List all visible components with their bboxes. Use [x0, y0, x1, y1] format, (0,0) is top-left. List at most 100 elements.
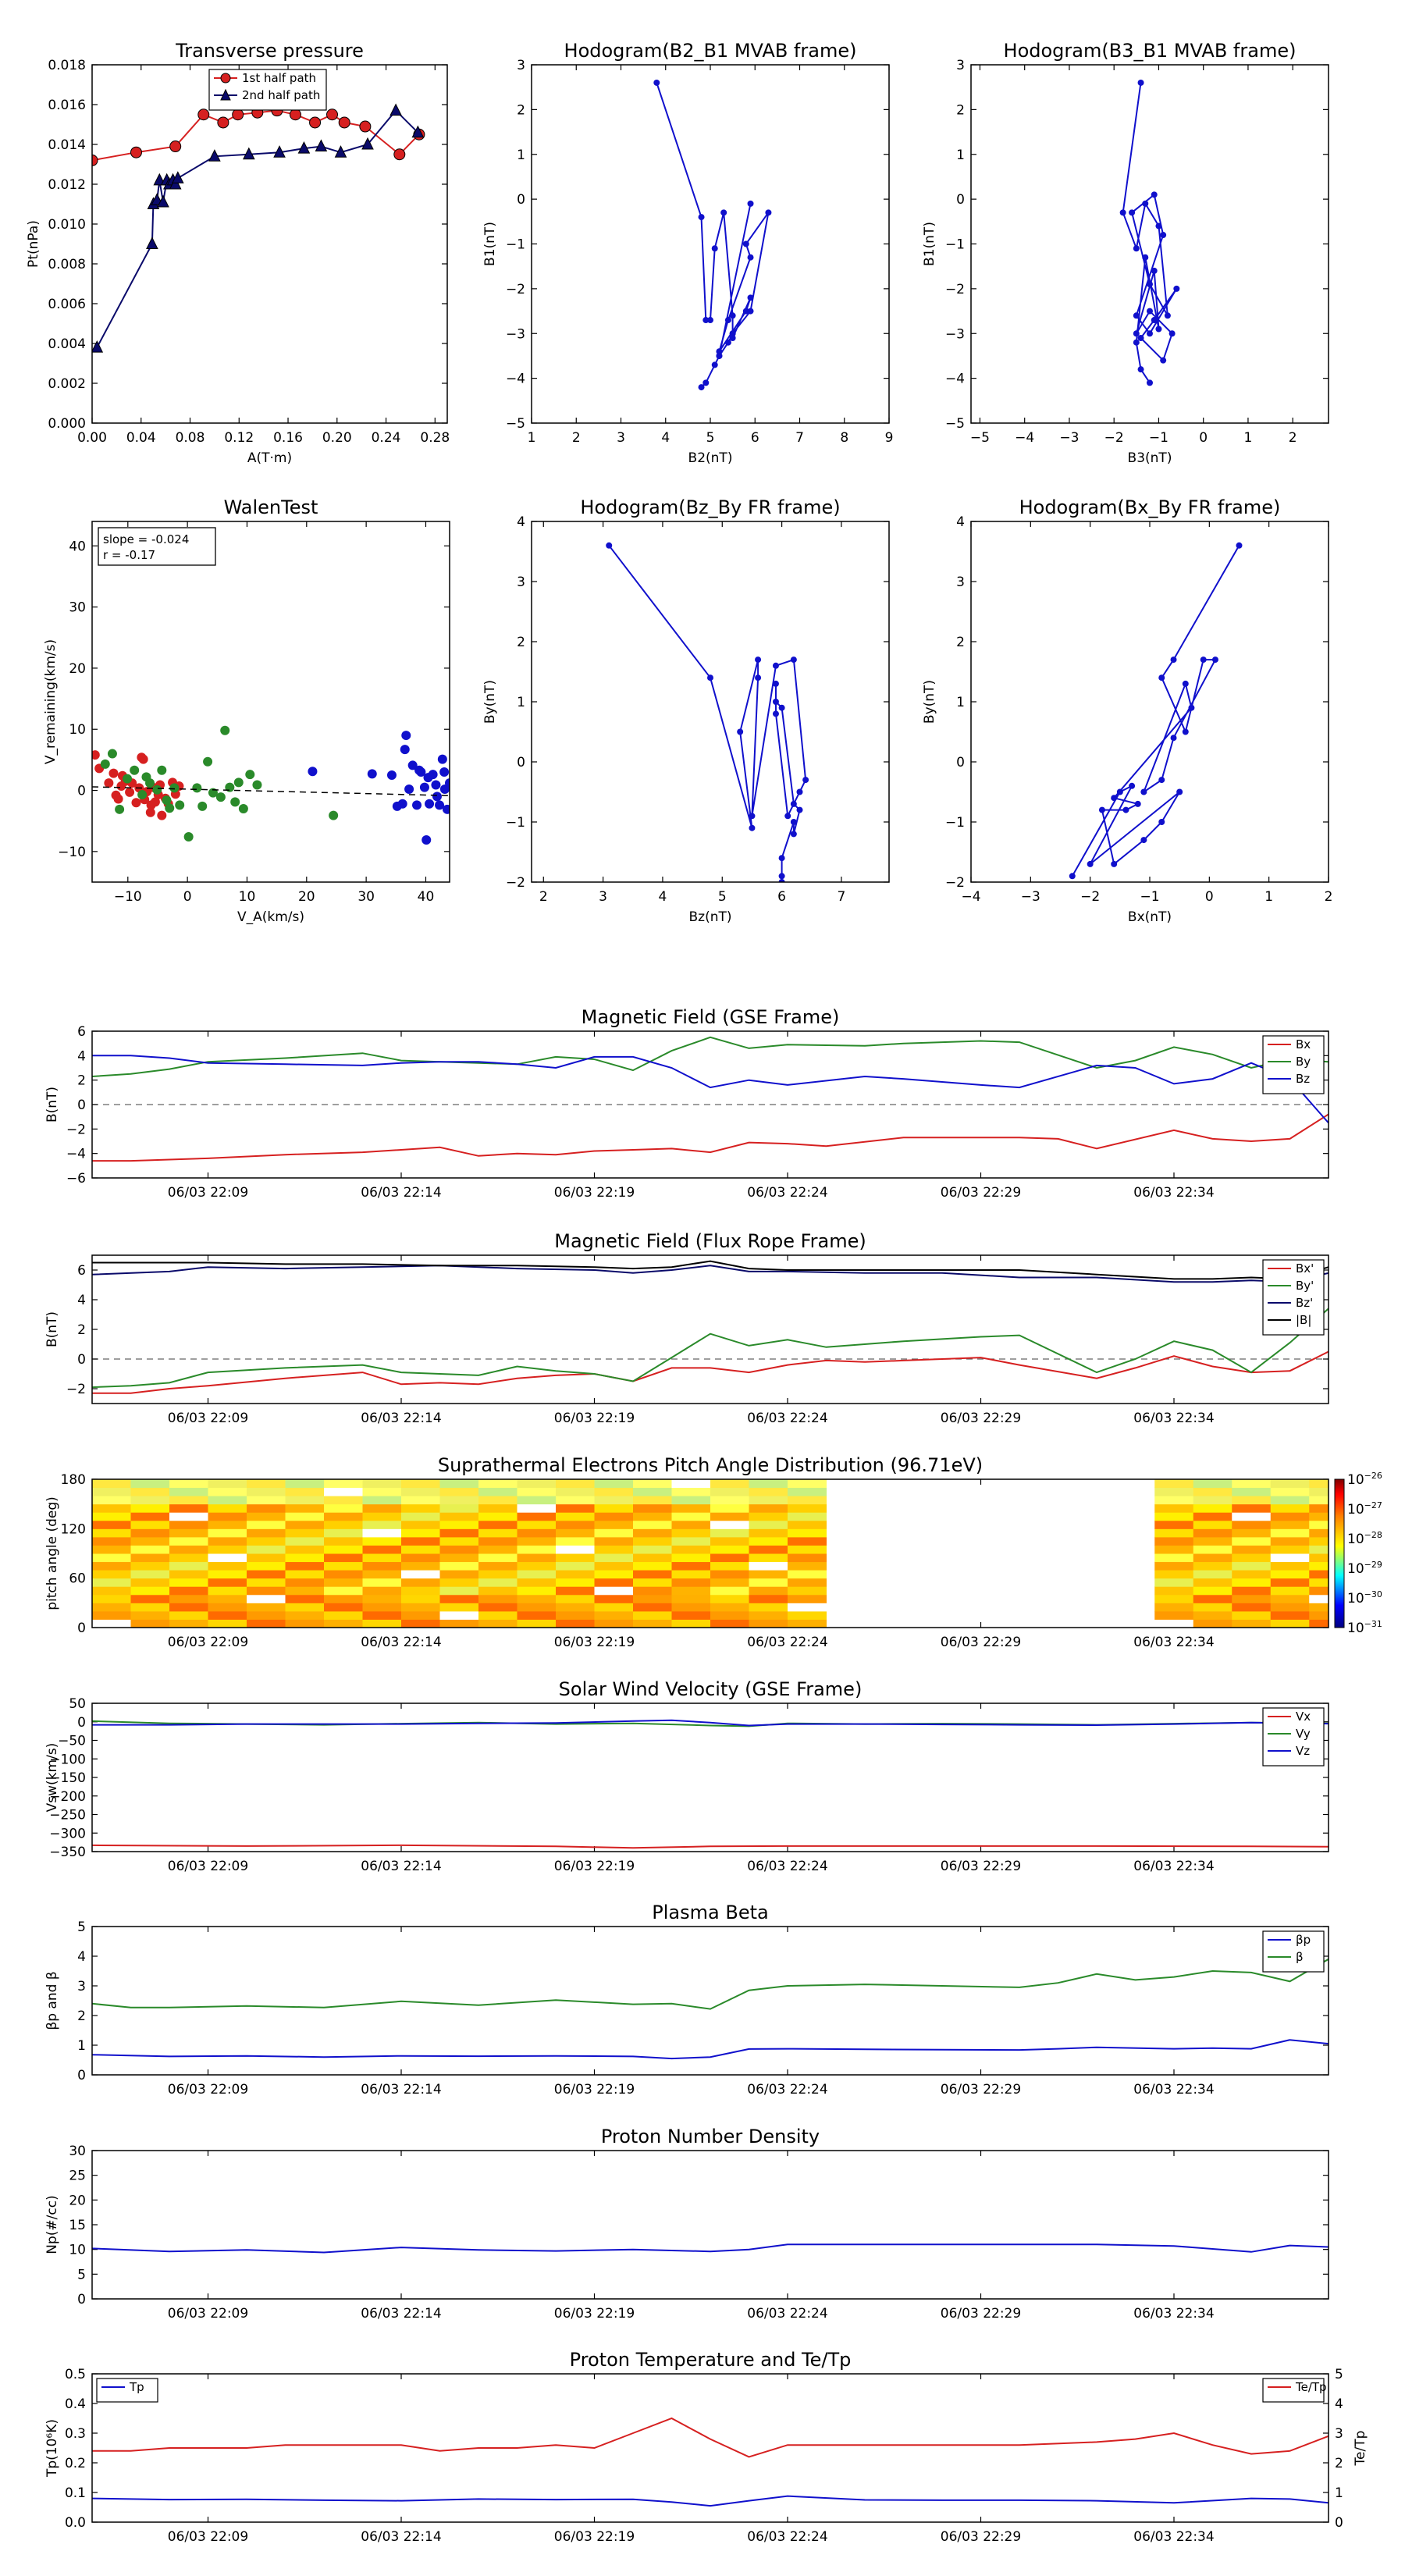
- x-tick-label: 1: [1244, 430, 1253, 446]
- data-point: [790, 800, 797, 807]
- x-axis-label: A(T·m): [247, 450, 292, 466]
- heatmap-cell: [788, 1619, 827, 1628]
- colorbar: [1334, 1478, 1345, 1628]
- heatmap-cell: [1193, 1512, 1232, 1521]
- y-tick-label: −4: [66, 1147, 86, 1162]
- y-tick-label: 2: [956, 102, 965, 118]
- plot-frame: [91, 2150, 1329, 2300]
- data-point: [716, 348, 723, 355]
- data-point: [1151, 191, 1158, 198]
- legend-box: [1262, 1259, 1325, 1336]
- heatmap-cell: [324, 1528, 363, 1538]
- heatmap-cell: [285, 1545, 325, 1554]
- heatmap-cell: [285, 1570, 325, 1579]
- heatmap-cell: [1154, 1561, 1194, 1571]
- data-point: [169, 176, 182, 190]
- data-point: [361, 137, 374, 150]
- x-tick-label: 06/03 22:24: [747, 1859, 827, 1874]
- heatmap-cell: [439, 1561, 479, 1571]
- heatmap-cell: [671, 1553, 711, 1563]
- heatmap-cell: [1154, 1594, 1194, 1603]
- y-axis-label: B(nT): [44, 1087, 60, 1123]
- heatmap-cell: [362, 1586, 402, 1596]
- heatmap-cell: [1193, 1496, 1232, 1505]
- heatmap-cell: [92, 1610, 131, 1620]
- y-tick-label: 10: [69, 2243, 86, 2258]
- heatmap-cell: [1270, 1520, 1310, 1529]
- x-tick-label: 3: [617, 430, 625, 446]
- x-tick-label: 4: [661, 430, 670, 446]
- data-point: [208, 788, 218, 798]
- data-point: [1160, 357, 1167, 364]
- heatmap-cell: [130, 1619, 170, 1628]
- series-line: [92, 1844, 1329, 1849]
- data-point: [784, 813, 791, 820]
- heatmap-cell: [633, 1594, 672, 1603]
- x-tick-label: 06/03 22:14: [361, 1185, 441, 1201]
- heatmap-cell: [324, 1561, 363, 1571]
- heatmap-cell: [401, 1561, 440, 1571]
- data-point: [397, 799, 407, 809]
- heatmap-cell: [169, 1570, 208, 1579]
- legend-label: |B|: [1296, 1313, 1311, 1327]
- heatmap-cell: [324, 1610, 363, 1620]
- heatmap-cell: [749, 1610, 788, 1620]
- heatmap-cell: [247, 1594, 286, 1603]
- heatmap-cell: [788, 1503, 827, 1513]
- colorbar-tick-label: 10−29: [1347, 1560, 1382, 1577]
- heatmap-cell: [671, 1520, 711, 1529]
- data-point: [130, 146, 142, 158]
- data-point: [1133, 312, 1140, 319]
- x-tick-label: −2: [1104, 430, 1124, 446]
- fit-line: [92, 786, 450, 796]
- data-point: [104, 778, 114, 788]
- heatmap-cell: [1193, 1586, 1232, 1596]
- heatmap-cell: [208, 1487, 247, 1496]
- heatmap-cell: [633, 1586, 672, 1596]
- data-point: [423, 773, 433, 783]
- x-tick-label: 06/03 22:09: [168, 2082, 248, 2097]
- y2-tick-label: 5: [1335, 2367, 1343, 2382]
- heatmap-cell: [169, 1610, 208, 1620]
- heatmap-cell: [1232, 1536, 1272, 1546]
- plot-frame: [531, 64, 890, 424]
- colorbar-tick-label: 10−31: [1347, 1619, 1382, 1636]
- heatmap-cell: [1232, 1610, 1272, 1620]
- heatmap-cell: [362, 1561, 402, 1571]
- heatmap-cell: [439, 1619, 479, 1628]
- series-line: [92, 1036, 1329, 1077]
- data-point: [197, 109, 210, 121]
- heatmap-cell: [1193, 1603, 1232, 1612]
- data-point: [1140, 788, 1147, 795]
- data-point: [1151, 317, 1158, 324]
- plot-frame: [970, 521, 1329, 883]
- data-point: [1155, 326, 1162, 333]
- heatmap-cell: [1193, 1528, 1232, 1538]
- heatmap-cell: [169, 1578, 208, 1587]
- chart-title: Proton Number Density: [601, 2126, 820, 2147]
- data-point: [707, 317, 713, 324]
- heatmap-cell: [92, 1603, 131, 1612]
- chart-title: Suprathermal Electrons Pitch Angle Distr…: [438, 1454, 983, 1476]
- x-tick-label: 5: [718, 889, 727, 905]
- x-tick-label: 06/03 22:19: [554, 1185, 635, 1201]
- legend-label: Bz: [1296, 1072, 1310, 1086]
- y-tick-label: 4: [77, 1293, 86, 1308]
- data-point: [367, 769, 377, 779]
- heatmap-cell: [1193, 1570, 1232, 1579]
- heatmap-cell: [130, 1578, 170, 1587]
- heatmap-cell: [401, 1570, 440, 1579]
- heatmap-cell: [324, 1512, 363, 1521]
- x-tick-label: 0.00: [77, 430, 107, 446]
- y-tick-label: −5: [506, 416, 525, 432]
- legend-label: Bx': [1296, 1261, 1314, 1276]
- x-tick-label: 06/03 22:29: [941, 1411, 1021, 1426]
- heatmap-cell: [401, 1586, 440, 1596]
- heatmap-cell: [749, 1496, 788, 1505]
- data-point: [1119, 209, 1126, 216]
- data-point: [203, 756, 213, 767]
- data-point: [157, 194, 169, 208]
- heatmap-cell: [671, 1536, 711, 1546]
- data-point: [411, 125, 425, 138]
- y-tick-label: 0: [77, 1621, 86, 1636]
